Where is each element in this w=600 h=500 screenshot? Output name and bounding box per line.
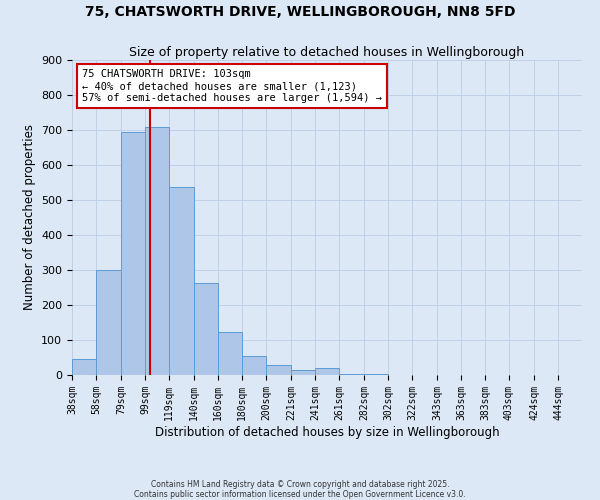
Bar [96, 270, 121, 375]
Bar [339, 374, 364, 375]
Bar [266, 365, 291, 375]
Bar [121, 132, 145, 375]
Text: 75 CHATSWORTH DRIVE: 103sqm
← 40% of detached houses are smaller (1,123)
57% of : 75 CHATSWORTH DRIVE: 103sqm ← 40% of det… [82, 70, 382, 102]
Bar [169, 187, 194, 375]
Title: Size of property relative to detached houses in Wellingborough: Size of property relative to detached ho… [130, 46, 524, 59]
Text: Contains HM Land Registry data © Crown copyright and database right 2025.
Contai: Contains HM Land Registry data © Crown c… [134, 480, 466, 499]
Text: 75, CHATSWORTH DRIVE, WELLINGBOROUGH, NN8 5FD: 75, CHATSWORTH DRIVE, WELLINGBOROUGH, NN… [85, 5, 515, 19]
Bar [218, 332, 242, 375]
Bar [315, 368, 339, 375]
X-axis label: Distribution of detached houses by size in Wellingborough: Distribution of detached houses by size … [155, 426, 499, 438]
Bar [194, 283, 218, 375]
Bar [242, 356, 266, 375]
Bar [291, 370, 315, 375]
Bar [145, 126, 169, 375]
Bar [364, 374, 388, 375]
Y-axis label: Number of detached properties: Number of detached properties [23, 124, 35, 310]
Bar [72, 358, 96, 375]
